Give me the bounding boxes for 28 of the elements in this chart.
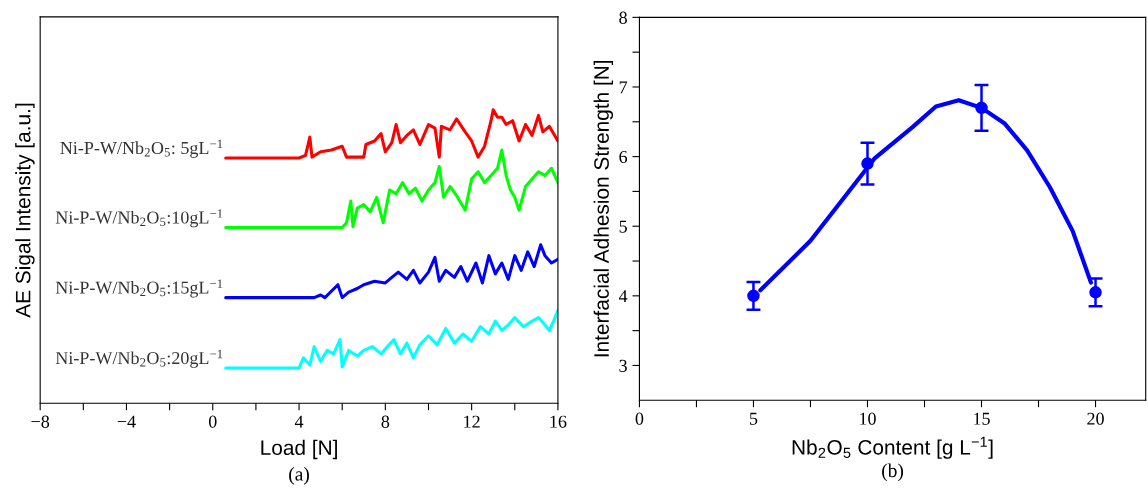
x-tick-label: 4	[294, 415, 304, 428]
x-tick-label: 16	[550, 415, 567, 428]
text: (b)	[882, 463, 904, 482]
y-tick-label: 4	[618, 290, 628, 303]
x-tick-label: −4	[117, 415, 136, 428]
x-tick-label: 20	[1087, 412, 1104, 425]
x-tick-label: 10	[860, 412, 876, 425]
text: (a)	[289, 467, 309, 485]
y-tick-label: 3	[619, 359, 627, 372]
series-label: Ni-P-W/Nb$_{2}$O$_{5}$:20gL$^{−1}$	[55, 349, 223, 368]
y-tick-label: 5	[619, 220, 627, 233]
x-axis-title: Nb$_{2}$O$_{5}$ Content [g L$^{−1}$]	[792, 436, 993, 459]
y-tick-label: 6	[619, 150, 628, 164]
y-axis-title: Interfacial Adhesion Strength [N]	[593, 60, 614, 357]
x-tick-label: 0	[208, 415, 217, 428]
x-tick-label: −8	[31, 415, 50, 428]
series-label: Ni-P-W/Nb$_{2}$O$_{5}$: 5gL$^{−1}$	[60, 139, 223, 158]
series-label: Ni-P-W/Nb$_{2}$O$_{5}$:10gL$^{−1}$	[55, 209, 223, 228]
y-tick-label: 8	[619, 11, 627, 24]
y-axis-title: AE Sigal Intensity [a.u.]	[15, 103, 35, 318]
x-tick-label: 0	[635, 412, 644, 425]
x-tick-label: 5	[750, 412, 758, 425]
x-tick-label: 8	[381, 415, 390, 428]
x-axis-title: Load [N]	[261, 439, 337, 460]
y-tick-label: 7	[619, 81, 628, 94]
x-tick-label: 12	[464, 415, 480, 428]
series-label: Ni-P-W/Nb$_{2}$O$_{5}$:15gL$^{−1}$	[55, 279, 223, 298]
x-tick-label: 15	[974, 412, 990, 425]
